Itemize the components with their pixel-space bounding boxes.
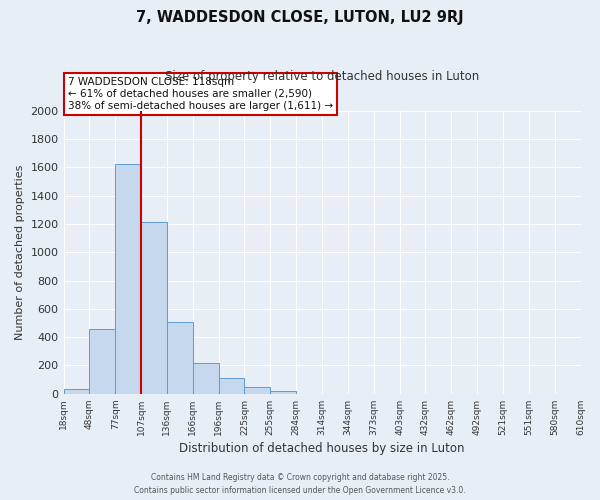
- Bar: [167, 322, 193, 394]
- Bar: [244, 388, 271, 394]
- Text: 7 WADDESDON CLOSE: 118sqm
← 61% of detached houses are smaller (2,590)
38% of se: 7 WADDESDON CLOSE: 118sqm ← 61% of detac…: [68, 78, 334, 110]
- X-axis label: Distribution of detached houses by size in Luton: Distribution of detached houses by size …: [179, 442, 465, 455]
- Bar: [115, 164, 141, 394]
- Title: Size of property relative to detached houses in Luton: Size of property relative to detached ho…: [165, 70, 479, 83]
- Y-axis label: Number of detached properties: Number of detached properties: [15, 164, 25, 340]
- Bar: [218, 378, 244, 394]
- Text: Contains HM Land Registry data © Crown copyright and database right 2025.
Contai: Contains HM Land Registry data © Crown c…: [134, 474, 466, 495]
- Text: 7, WADDESDON CLOSE, LUTON, LU2 9RJ: 7, WADDESDON CLOSE, LUTON, LU2 9RJ: [136, 10, 464, 25]
- Bar: [193, 364, 218, 394]
- Bar: [89, 328, 115, 394]
- Bar: [271, 391, 296, 394]
- Bar: [64, 389, 89, 394]
- Bar: [141, 222, 167, 394]
